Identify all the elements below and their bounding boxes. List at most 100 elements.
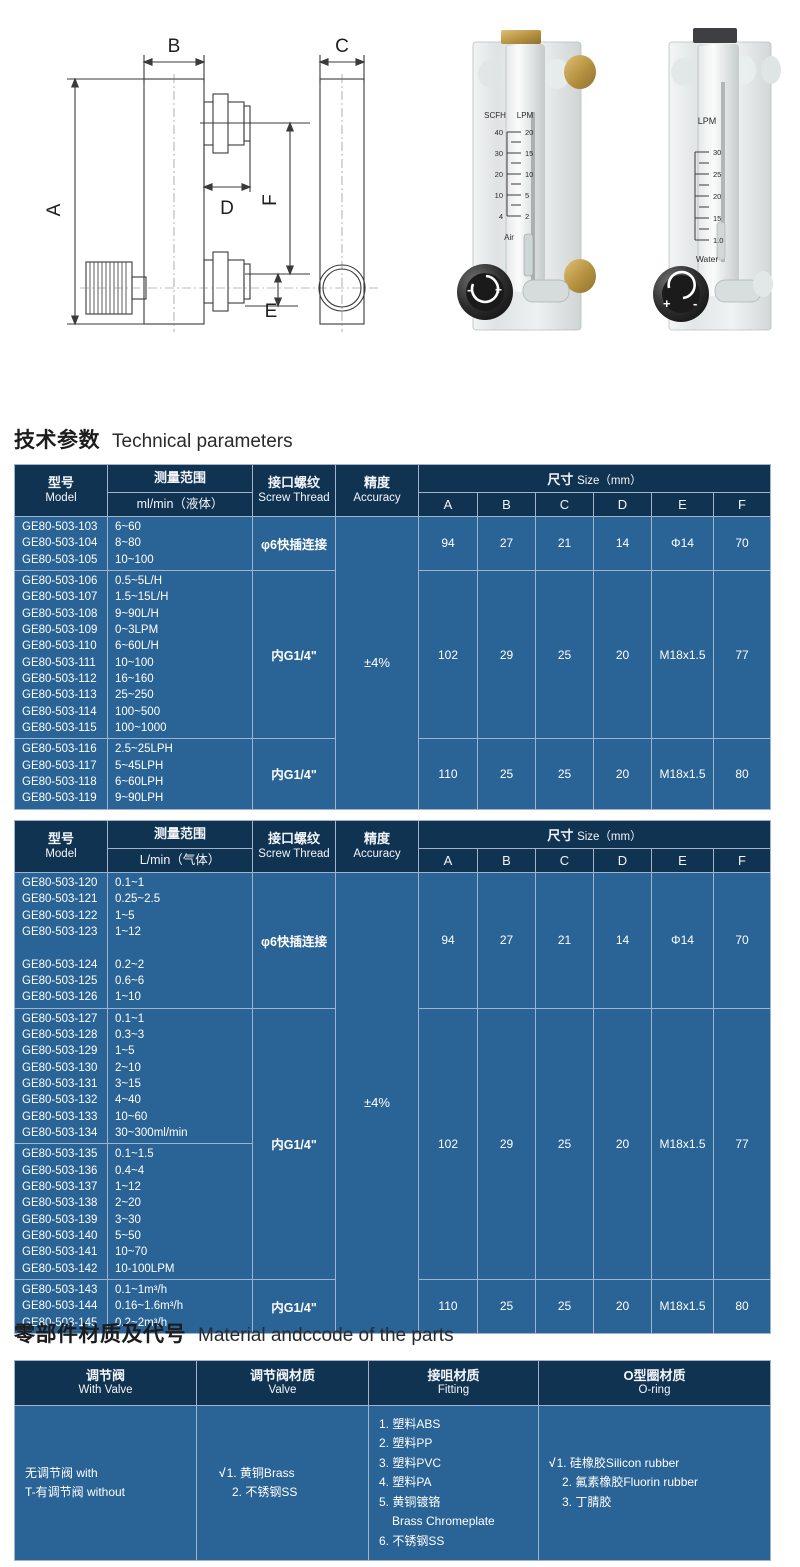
dimension-drawing-svg: A B C D E F [44,36,380,332]
cell-thread: 内G1/4" [252,738,336,810]
cell-dim-a: 102 [418,1007,478,1280]
cell-valve-options: √1. 黄铜Brass 2. 不锈钢SS [196,1405,369,1562]
table-liquid-header-row-2: ml/min（液体） A B C D E F [15,492,772,517]
table-row: GE80-503-135 GE80-503-136 GE80-503-137 G… [14,1143,771,1280]
cell-thread: 内G1/4" [252,569,336,740]
water-lpm-tick-1-0: 1.0 [713,236,723,245]
cell-accuracy: ±4% [335,872,419,1334]
list-item: √1. 黄铜Brass [219,1465,295,1480]
air-lpm-tick-20: 20 [525,128,533,137]
cell-thread: 内G1/4" [252,1278,336,1334]
list-item: 1. 塑料ABS [379,1417,441,1432]
header-dim-f: F [712,492,772,517]
air-lpm-tick-2: 2 [525,212,529,221]
table-row: GE80-503-120 GE80-503-121 GE80-503-122 G… [14,872,772,1334]
dimension-label-a: A [44,203,65,216]
water-knob-plus: + [663,296,671,311]
water-knob-minus: - [693,296,697,311]
list-item: 5. 黄铜镀铬 [379,1494,441,1509]
cell-models: GE80-503-127 GE80-503-128 GE80-503-129 G… [14,1007,108,1145]
cell-dim-e: M18x1.5 [651,1007,714,1280]
cell-ranges: 2.5~25LPH 5~45LPH 6~60LPH 9~90LPH [107,738,253,810]
header-dim-f: F [712,848,772,873]
header-range-unit: L/min（气体） [107,848,253,873]
cell-dim-c: 25 [535,738,594,810]
cell-dim-a: 94 [418,872,478,1009]
cell-dim-a: 110 [418,1278,478,1334]
cell-dim-c: 21 [535,516,594,571]
cell-dim-e: Φ14 [651,872,714,1009]
section-heading-technical-en: Technical parameters [112,431,293,452]
air-knob-plus: + [495,283,502,297]
header-model: 型号 Model [14,464,108,517]
cell-ranges: 0.1~1m³/h 0.16~1.6m³/h 0.2~2m³/h [107,1278,253,1334]
cell-dim-e: M18x1.5 [651,738,714,810]
dimension-label-b: B [168,36,181,57]
product-photo-air-flow-meter: 40 30 20 10 4 20 15 10 5 2 SCFH LPM Air [445,22,615,342]
cell-models: GE80-503-135 GE80-503-136 GE80-503-137 G… [14,1143,108,1280]
table-row: GE80-503-143 GE80-503-144 GE80-503-145 0… [14,1278,772,1334]
air-meter-svg: 40 30 20 10 4 20 15 10 5 2 SCFH LPM Air [457,30,596,331]
section-heading-material-cn: 零部件材质及代号 [14,1323,186,1346]
cell-ranges: 0.1~1.5 0.4~4 1~12 2~20 3~30 5~50 10~70 … [107,1143,253,1280]
header-range-unit: ml/min（液体） [107,492,253,517]
cell-dim-b: 25 [477,1278,536,1334]
section-heading-material: 零部件材质及代号 Material andccode of the parts [0,1318,454,1348]
header-dim-c: C [535,848,594,873]
check-icon: √ [219,1465,226,1480]
list-item: 6. 不锈钢SS [379,1533,445,1548]
cell-dim-a: 102 [418,569,478,740]
water-lpm-tick-20: 20 [713,192,721,201]
section-heading-technical: 技术参数 Technical parameters [0,424,293,454]
list-item: 2. 氟素橡胶Fluorin rubber [562,1475,699,1490]
air-scale-tick-10: 10 [495,191,503,200]
header-range: 测量范围 [107,464,253,493]
cell-dim-f: 77 [712,1007,772,1280]
cell-dim-c: 25 [535,1278,594,1334]
header-dim-d: D [593,848,652,873]
cell-dim-f: 77 [712,569,772,740]
table-material-header-row: 调节阀 With Valve 调节阀材质 Valve 接咀材质 Fitting … [14,1359,771,1407]
header-dim-e: E [651,848,714,873]
cell-dim-e: M18x1.5 [651,1278,714,1334]
header-dim-b: B [477,848,536,873]
product-illustration-area: A B C D E F [0,0,800,400]
cell-dim-c: 21 [535,872,594,1009]
header-dim-b: B [477,492,536,517]
header-size: 尺寸 Size（mm） [417,464,772,493]
air-medium-label: Air [504,233,514,242]
cell-accuracy: ±4% [335,516,419,810]
cell-dim-d: 20 [593,1278,652,1334]
dimension-label-e: E [265,301,278,322]
water-lpm-tick-25: 25 [713,170,721,179]
header-thread: 接口螺纹 Screw Thread [252,464,336,517]
cell-ranges: 6~60 8~80 10~100 [107,516,253,571]
header-dim-c: C [535,492,594,517]
cell-dim-c: 25 [535,1007,594,1280]
cell-dim-d: 14 [593,872,652,1009]
table-row: GE80-503-106 GE80-503-107 GE80-503-108 G… [14,569,772,740]
header-size: 尺寸 Size（mm） [417,820,772,849]
cell-dim-b: 29 [477,569,536,740]
header-dim-e: E [651,492,714,517]
cell-dim-e: Φ14 [651,516,714,571]
cell-thread: φ6快插连接 [252,872,336,1009]
table-row: 无调节阀 with T-有调节阀 without √1. 黄铜Brass 2. … [14,1405,771,1562]
header-dim-a: A [418,848,478,873]
cell-thread: φ6快插连接 [252,516,336,571]
cell-dim-a: 94 [418,516,478,571]
header-dim-a: A [418,492,478,517]
cell-models: GE80-503-120 GE80-503-121 GE80-503-122 G… [14,872,108,1009]
cell-dim-b: 27 [477,872,536,1009]
table-liquid-header-row-1: 型号 Model 测量范围 接口螺纹 Screw Thread 精度 Accur… [14,464,772,517]
header-dim-d: D [593,492,652,517]
water-medium-label: Water [696,254,719,264]
cell-models: GE80-503-106 GE80-503-107 GE80-503-108 G… [14,569,108,740]
cell-dim-a: 110 [418,738,478,810]
header-accuracy: 精度 Accuracy [335,820,419,873]
cell-ranges: 0.1~1 0.25~2.5 1~5 1~12 0.2~2 0.6~6 1~10 [107,872,253,1009]
cell-dim-d: 20 [593,1007,652,1280]
cell-dim-b: 27 [477,516,536,571]
table-row: GE80-503-103 GE80-503-104 GE80-503-105 6… [14,516,772,810]
check-icon: √ [549,1455,556,1470]
